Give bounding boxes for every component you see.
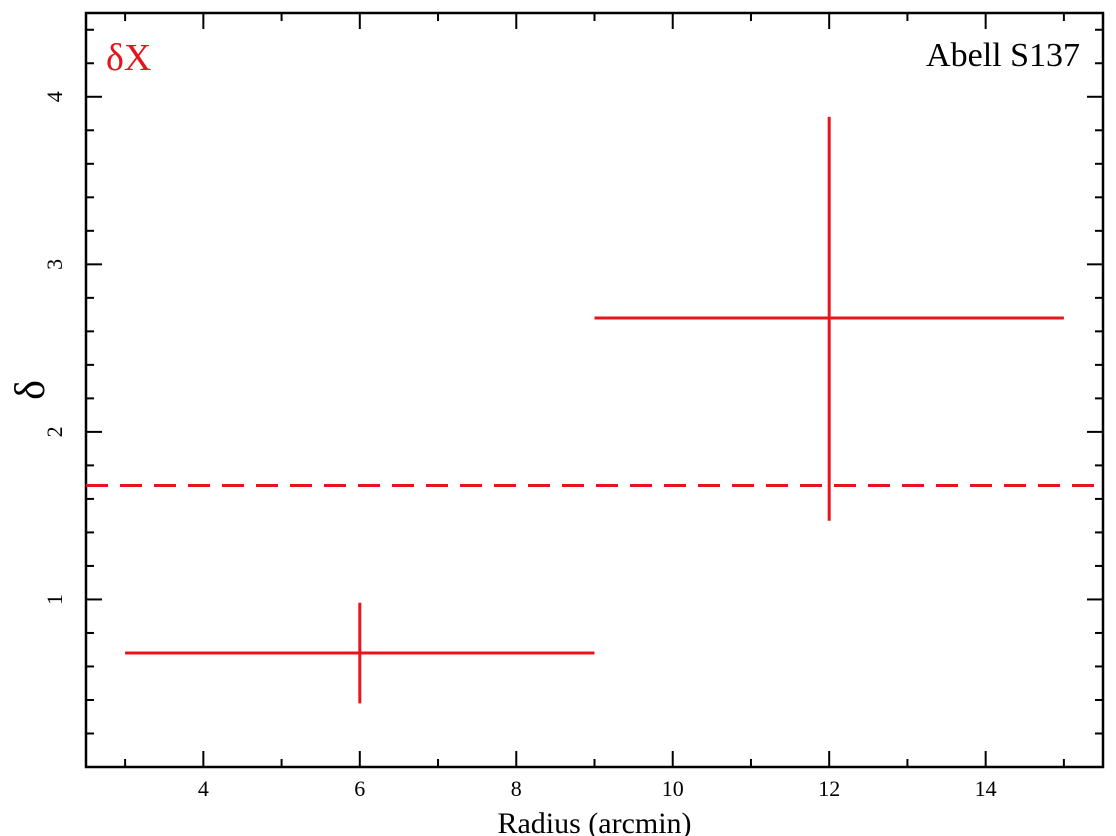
axis-ticks	[86, 13, 1103, 767]
series-group	[125, 116, 1064, 704]
x-tick-label: 14	[975, 776, 997, 801]
x-tick-label: 4	[198, 776, 209, 801]
x-tick-label: 10	[662, 776, 684, 801]
y-tick-label: 1	[42, 594, 67, 605]
legend-series-label: δX	[106, 37, 151, 79]
x-tick-label: 12	[818, 776, 840, 801]
y-tick-label: 3	[42, 259, 67, 270]
chart-title: Abell S137	[926, 37, 1080, 74]
y-tick-label: 4	[42, 91, 67, 102]
x-tick-label: 8	[511, 776, 522, 801]
x-axis-label: Radius (arcmin)	[497, 807, 691, 836]
y-axis-label: δ	[8, 380, 54, 400]
y-tick-label: 2	[42, 426, 67, 437]
x-tick-label: 6	[354, 776, 365, 801]
